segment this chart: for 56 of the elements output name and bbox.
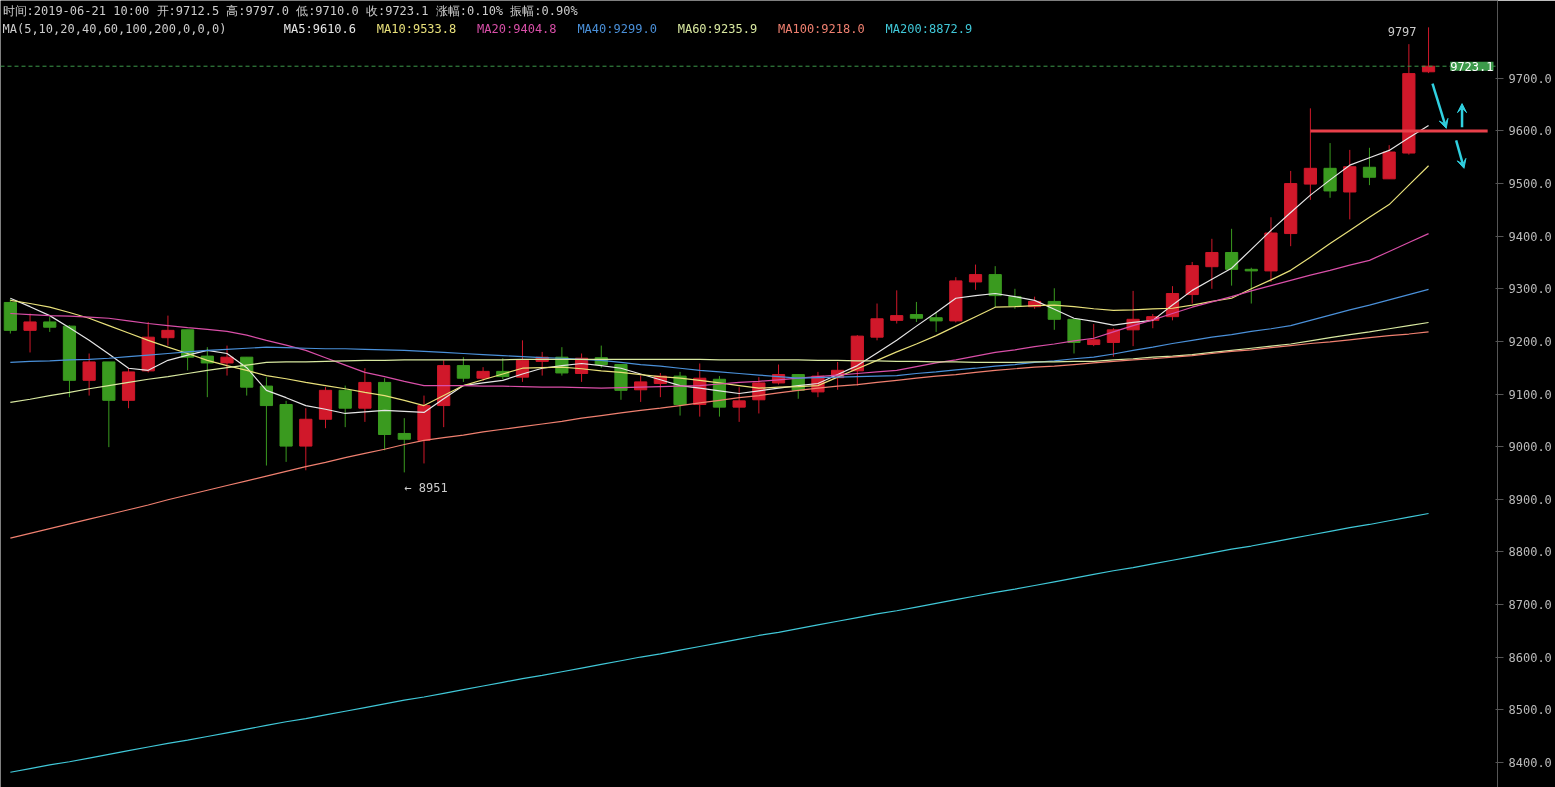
y-tick-label: 9100.0 — [1508, 387, 1552, 402]
annotation: 9797 — [1387, 25, 1417, 40]
candlestick — [968, 264, 983, 291]
legend-title: MA(5,10,20,40,60,100,200,0,0,0) — [2, 21, 227, 36]
y-tick-label: 8800.0 — [1508, 545, 1552, 560]
candlestick — [929, 311, 943, 333]
ref-line-label: 9723.1 — [1450, 59, 1494, 74]
candlestick — [870, 303, 884, 341]
candlestick — [1303, 107, 1317, 201]
candlestick — [988, 265, 1002, 308]
text: MA20:9404.8 — [477, 21, 557, 36]
y-tick-label: 9000.0 — [1508, 440, 1552, 455]
candlestick — [890, 289, 904, 325]
text: MA60:9235.9 — [677, 21, 758, 36]
y-tick-label: 8900.0 — [1508, 492, 1552, 507]
line-series — [9, 512, 1430, 773]
y-tick-label: 9700.0 — [1508, 71, 1552, 86]
y-tick-label: 9200.0 — [1508, 334, 1552, 349]
y-tick-label: 8700.0 — [1508, 597, 1552, 612]
text: MA100:9218.0 — [778, 21, 865, 36]
chart-title: 时间:2019-06-21 10:00 开:9712.5 高:9797.0 低:9710.0 收:9723.1 涨幅:0.10% 振幅:0.90% — [2, 3, 579, 18]
line-series — [9, 165, 1430, 407]
candlestick — [1244, 267, 1258, 305]
candlestick — [161, 315, 175, 347]
annotation: ← 8951 — [404, 481, 448, 496]
line-series — [9, 321, 1430, 404]
y-tick-label: 8400.0 — [1508, 755, 1552, 770]
candlestick — [220, 345, 234, 377]
y-tick-label: 8600.0 — [1508, 650, 1552, 665]
candlestick — [397, 417, 411, 473]
candlestick — [1008, 288, 1022, 310]
line-series — [9, 124, 1430, 415]
candlestick — [909, 301, 924, 323]
candlestick — [259, 376, 274, 467]
y-tick-label: 9500.0 — [1508, 177, 1552, 192]
candlestick — [1067, 318, 1081, 354]
y-tick-label: 9600.0 — [1508, 124, 1552, 139]
candlestick — [732, 386, 746, 423]
candlestick — [1323, 142, 1337, 199]
line-series — [9, 331, 1430, 539]
candlestick — [1087, 323, 1101, 347]
candlestick — [23, 313, 37, 353]
candlestick — [82, 352, 96, 397]
candlestick — [338, 385, 352, 428]
text: MA40:9299.0 — [577, 21, 657, 36]
candlestick — [1224, 228, 1239, 287]
y-tick-label: 9400.0 — [1508, 229, 1552, 244]
candlestick — [1205, 238, 1219, 290]
candlestick — [456, 356, 470, 383]
text: MA200:8872.9 — [885, 21, 973, 36]
candlestick — [1362, 147, 1377, 186]
text: MA10:9533.8 — [376, 21, 457, 36]
text: MA5:9610.6 — [283, 21, 357, 36]
candlestick — [1106, 327, 1121, 358]
y-tick-label: 8500.0 — [1508, 703, 1552, 718]
y-tick-label: 9300.0 — [1508, 282, 1552, 297]
